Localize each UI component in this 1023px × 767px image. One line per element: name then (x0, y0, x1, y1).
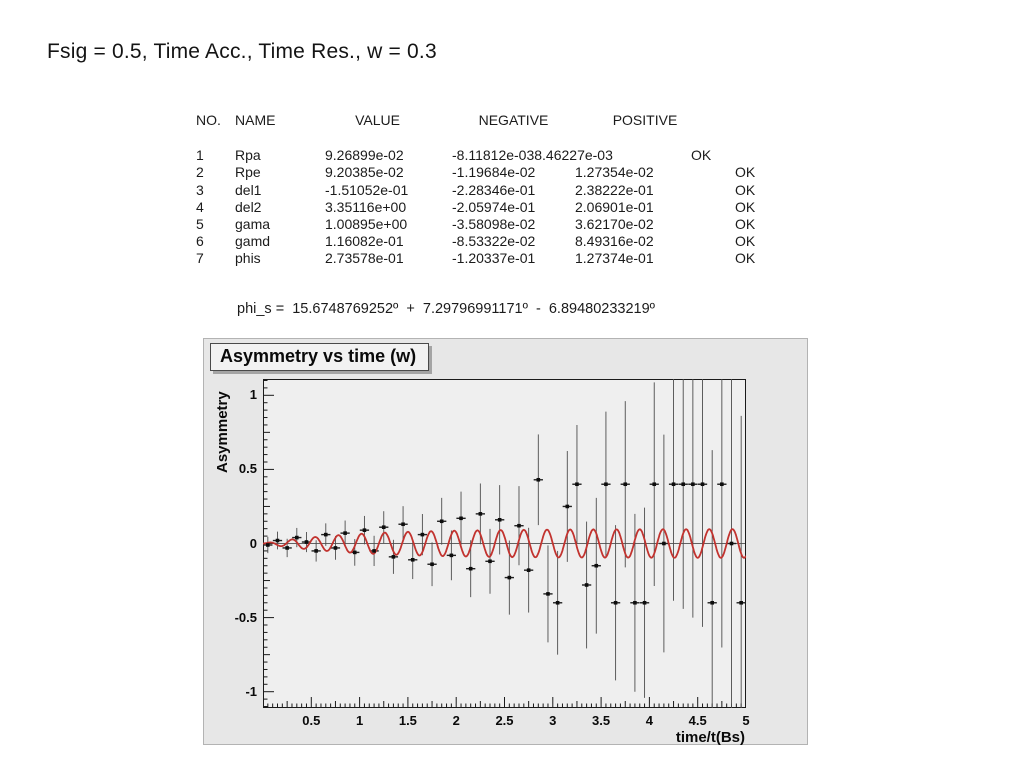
cell-no: 5 (196, 215, 204, 232)
fit-table-row: 1 Rpa 9.26899e-02 -8.11812e-038.46227e-03 OK (196, 147, 785, 164)
cell-negative: -2.28346e-01 (452, 181, 536, 198)
phi-s-formula: phi_s = 15.6748769252º + 7.29796991171º … (237, 301, 655, 317)
cell-no: 4 (196, 198, 204, 215)
x-tick-label: 3.5 (592, 713, 611, 728)
cell-name: Rpe (235, 164, 261, 181)
cell-positive: 1.27354e-02 (575, 164, 654, 181)
fit-table-row: 2 Rpe 9.20385e-02 -1.19684e-02 1.27354e-02 OK (196, 164, 785, 181)
fit-table-row: 6 gamd 1.16082e-01 -8.53322e-02 8.49316e-02 O… (196, 233, 785, 250)
cell-status: OK (735, 215, 756, 232)
cell-name: gamd (235, 233, 271, 250)
cell-positive: 2.38222e-01 (575, 181, 654, 198)
header-negative: NEGATIVE (478, 112, 549, 128)
cell-negative: -8.53322e-02 (452, 233, 536, 250)
cell-name: del2 (235, 198, 262, 215)
cell-positive: 3.62170e-02 (575, 215, 654, 232)
x-tick-label: 0.5 (302, 713, 321, 728)
y-tick-label: 0 (249, 535, 257, 551)
x-tick-label: 1 (355, 713, 364, 728)
data-points (266, 477, 743, 605)
cell-name: del1 (235, 181, 262, 198)
fit-table-header: NO. NAME VALUE NEGATIVE POSITIVE (196, 112, 785, 129)
cell-no: 3 (196, 181, 204, 198)
cell-status: OK (735, 198, 756, 215)
y-tick-label: 1 (249, 387, 257, 403)
cell-status: OK (735, 164, 756, 181)
fit-table-rows: 1 Rpa 9.26899e-02 -8.11812e-038.46227e-03 OK… (196, 147, 785, 267)
plot-title-box: Asymmetry vs time (w) (210, 343, 430, 371)
header-value: VALUE (355, 112, 400, 128)
cell-value: 9.26899e-02 (325, 147, 404, 164)
cell-status: OK (735, 233, 756, 250)
cell-no: 2 (196, 164, 204, 181)
cell-negative: -1.19684e-02 (452, 164, 536, 181)
x-tick-label: 4.5 (688, 713, 707, 728)
x-tick-label: 3 (549, 713, 557, 728)
cell-positive: 1.27374e-01 (575, 250, 654, 267)
fit-table-row: 4 del2 3.35116e+00 -2.05974e-01 2.06901e-01 O… (196, 199, 785, 216)
cell-value: 1.16082e-01 (325, 233, 404, 250)
cell-no: 1 (196, 147, 204, 164)
plot-frame (263, 379, 747, 708)
header-no: NO. (196, 112, 221, 128)
cell-status: OK (735, 181, 756, 198)
cell-no: 6 (196, 233, 204, 250)
cell-value: 3.35116e+00 (325, 198, 407, 215)
cell-status: OK (691, 147, 712, 164)
cell-value: 2.73578e-01 (325, 250, 404, 267)
cell-no: 7 (196, 250, 204, 267)
fit-table-row: 3 del1 -1.51052e-01 -2.28346e-01 2.38222e-01… (196, 182, 785, 199)
fit-table-row: 5 gama 1.00895e+00 -3.58098e-02 3.62170e-02 O… (196, 216, 785, 233)
cell-status: OK (735, 250, 756, 267)
header-name: NAME (235, 112, 276, 128)
x-axis-title: time/t(Bs) (675, 729, 745, 746)
y-tick-label: -1 (245, 683, 257, 699)
fit-curve (263, 528, 747, 559)
cell-name: phis (235, 250, 261, 267)
cell-name: gama (235, 215, 271, 232)
cell-negative: -8.11812e-038.46227e-03 (452, 147, 613, 164)
cell-negative: -3.58098e-02 (452, 215, 536, 232)
x-tick-label: 4 (645, 713, 653, 728)
y-tick-label: 0.5 (238, 461, 257, 477)
asymmetry-plot-canvas: Asymmetry vs time (w) Asymmetry 0.5 1 1.5 2… (203, 338, 808, 746)
cell-negative: -1.20337e-01 (452, 250, 536, 267)
fit-table-row: 7 phis 2.73578e-01 -1.20337e-01 1.27374e-01 O… (196, 250, 785, 267)
axis-ticks (264, 379, 747, 708)
cell-positive: 8.49316e-02 (575, 233, 654, 250)
cell-value: -1.51052e-01 (325, 181, 409, 198)
fit-results-table: NO. NAME VALUE NEGATIVE POSITIVE 1 Rpa 9.2… (196, 112, 785, 268)
x-tick-label: 2.5 (495, 713, 514, 728)
y-tick-label: -0.5 (234, 609, 257, 625)
cell-positive: 2.06901e-01 (575, 198, 654, 215)
cell-value: 9.20385e-02 (325, 164, 404, 181)
asymmetry-chart-svg (263, 379, 747, 708)
slide-title: Fsig = 0.5, Time Acc., Time Res., w = 0.… (47, 40, 437, 63)
cell-negative: -2.05974e-01 (452, 198, 536, 215)
plot-title: Asymmetry vs time (w) (220, 346, 417, 366)
header-positive: POSITIVE (612, 112, 678, 128)
header-status (735, 112, 785, 129)
cell-value: 1.00895e+00 (325, 215, 408, 232)
x-tick-label: 1.5 (398, 713, 417, 728)
x-tick-label: 2 (452, 713, 460, 728)
x-tick-label: 5 (742, 713, 750, 728)
cell-name: Rpa (235, 147, 261, 164)
